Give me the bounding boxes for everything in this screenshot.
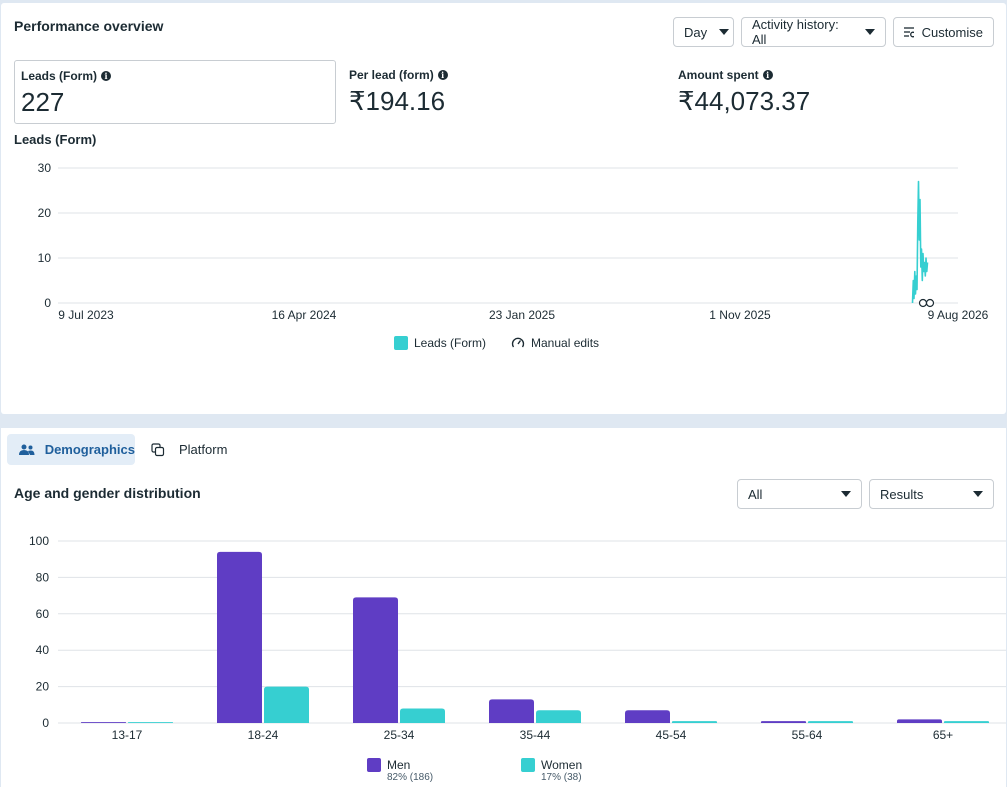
age-gender-title: Age and gender distribution: [14, 485, 201, 501]
y-tick-label: 40: [36, 643, 50, 657]
x-tick-label: 9 Aug 2026: [928, 308, 989, 322]
performance-panel: Performance overview Day Activity histor…: [1, 3, 1006, 414]
y-tick-label: 20: [36, 680, 50, 694]
chevron-down-icon: [719, 29, 730, 35]
legend-men[interactable]: Men 82% (186): [367, 758, 433, 783]
legend-swatch: [394, 336, 408, 350]
customise-icon: [904, 26, 914, 37]
legend-swatch: [521, 758, 535, 772]
x-tick-label: 13-17: [112, 728, 143, 742]
activity-history-label: Activity history: All: [752, 17, 839, 47]
leads-chart-title: Leads (Form): [14, 132, 97, 147]
performance-title: Performance overview: [14, 18, 164, 34]
tab-platform[interactable]: Platform: [151, 434, 227, 465]
chevron-down-icon: [973, 491, 983, 497]
bar-men-65+: [897, 719, 942, 723]
bar-women-45-54: [672, 721, 717, 723]
bar-men-35-44: [489, 699, 534, 723]
gauge-icon: [918, 298, 928, 308]
legend-manual-label: Manual edits: [531, 336, 600, 350]
metric-per-lead-value: ₹194.16: [349, 86, 446, 116]
bar-women-65+: [944, 721, 989, 723]
legend-women-share: 17% (38): [541, 772, 582, 783]
metric-amount-spent-value: ₹44,073.37: [678, 86, 811, 116]
metric-leads-value: 227: [21, 87, 65, 117]
y-tick-label: 10: [38, 251, 52, 265]
y-tick-label: 80: [36, 570, 50, 584]
x-tick-label: 16 Apr 2024: [272, 308, 337, 322]
info-icon[interactable]: i: [762, 70, 773, 80]
chevron-down-icon: [841, 491, 851, 497]
legend-women-label: Women: [541, 758, 583, 772]
metric-per-lead-label: Per lead (form): [349, 68, 434, 82]
bar-women-25-34: [400, 708, 445, 723]
bar-women-13-17: [128, 722, 173, 723]
metric-per-lead[interactable]: Per lead (form) i ₹194.16: [349, 68, 448, 117]
gauge-icon: [511, 337, 525, 348]
y-tick-label: 20: [38, 206, 52, 220]
bar-men-13-17: [81, 722, 126, 723]
x-tick-label: 9 Jul 2023: [58, 308, 114, 322]
customise-button[interactable]: Customise: [893, 17, 994, 47]
customise-label: Customise: [921, 24, 983, 40]
metric-leads-label: Leads (Form): [21, 69, 98, 83]
results-dropdown[interactable]: Results: [869, 479, 994, 509]
tab-demographics-label: Demographics: [44, 442, 135, 457]
legend-leads[interactable]: Leads (Form): [394, 336, 486, 350]
legend-manual-edits[interactable]: Manual edits: [511, 336, 599, 350]
day-dropdown[interactable]: Day: [673, 17, 734, 47]
platform-icon: [151, 442, 165, 456]
legend-men-label: Men: [387, 758, 411, 772]
day-dropdown-label: Day: [684, 24, 708, 40]
tab-platform-label: Platform: [179, 442, 228, 457]
gauge-icon: [925, 298, 935, 308]
x-tick-label: 23 Jan 2025: [489, 308, 555, 322]
x-tick-label: 65+: [933, 728, 953, 742]
results-dropdown-label: Results: [880, 486, 924, 502]
y-tick-label: 60: [36, 607, 50, 621]
demographics-panel: Demographics Platform Age and gender dis…: [1, 428, 1006, 787]
bar-men-45-54: [625, 710, 670, 723]
x-tick-label: 45-54: [656, 728, 687, 742]
bar-women-35-44: [536, 710, 581, 723]
info-icon[interactable]: i: [101, 71, 112, 81]
legend-women[interactable]: Women 17% (38): [521, 758, 582, 783]
metric-leads[interactable]: Leads (Form) i 227: [14, 60, 336, 124]
all-dropdown-label: All: [748, 486, 763, 502]
metric-amount-spent[interactable]: Amount spent i ₹44,073.37: [678, 68, 810, 117]
bar-men-25-34: [353, 597, 398, 723]
legend-swatch: [367, 758, 381, 772]
people-icon: [19, 444, 35, 455]
x-tick-label: 1 Nov 2025: [709, 308, 771, 322]
y-tick-label: 100: [29, 534, 49, 548]
legend-leads-label: Leads (Form): [414, 336, 487, 350]
info-icon[interactable]: i: [437, 70, 448, 80]
age-gender-bar-chart: 0 20 40 60 80 100 13-17 18-24 25-34 35-44 45-54 55-…: [29, 534, 1006, 742]
y-tick-label: 0: [42, 716, 49, 730]
x-tick-label: 35-44: [520, 728, 551, 742]
y-tick-label: 30: [38, 161, 52, 175]
leads-line-chart: 0 10 20 30 9 Jul 2023 16 Apr 2024 23 Jan 2025 1…: [38, 161, 989, 322]
x-tick-label: 55-64: [792, 728, 823, 742]
bar-women-18-24: [264, 686, 309, 723]
activity-history-dropdown[interactable]: Activity history: All: [741, 17, 886, 47]
tab-demographics[interactable]: Demographics: [7, 434, 135, 465]
chevron-down-icon: [865, 29, 875, 35]
all-dropdown[interactable]: All: [737, 479, 862, 509]
bar-men-18-24: [217, 551, 262, 723]
series-line-leads: [911, 180, 929, 304]
x-tick-label: 18-24: [248, 728, 279, 742]
y-tick-label: 0: [44, 296, 51, 310]
manual-edit-markers[interactable]: [918, 298, 935, 308]
x-tick-label: 25-34: [384, 728, 415, 742]
bar-men-55-64: [761, 721, 806, 723]
legend-men-share: 82% (186): [387, 772, 434, 783]
bar-women-55-64: [808, 721, 853, 723]
metric-amount-spent-label: Amount spent: [678, 68, 759, 82]
